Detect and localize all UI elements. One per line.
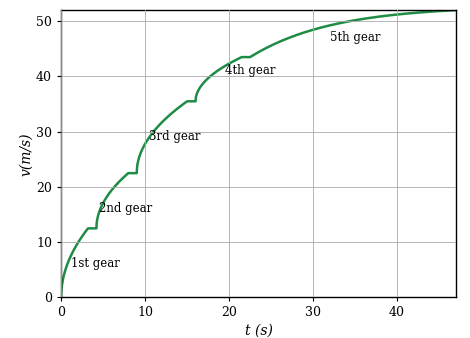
Text: 4th gear: 4th gear xyxy=(225,64,275,77)
Y-axis label: v(m/s): v(m/s) xyxy=(19,132,33,175)
Text: 5th gear: 5th gear xyxy=(330,30,380,44)
Text: 3rd gear: 3rd gear xyxy=(149,130,201,143)
X-axis label: t (s): t (s) xyxy=(244,323,273,338)
Text: 2nd gear: 2nd gear xyxy=(99,202,152,215)
Text: 1st gear: 1st gear xyxy=(71,257,120,270)
